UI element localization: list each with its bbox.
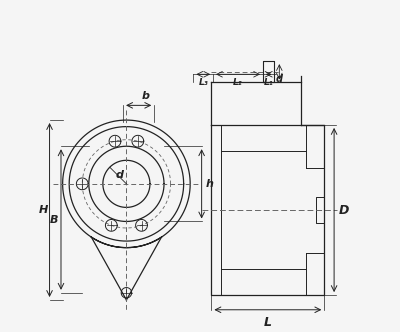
Text: B: B [50, 214, 59, 224]
Text: H: H [38, 205, 48, 215]
Text: L₃: L₃ [198, 78, 208, 87]
Text: d: d [276, 74, 283, 84]
Text: L₁: L₁ [264, 78, 274, 87]
Text: L₂: L₂ [233, 78, 243, 87]
Text: d: d [115, 170, 123, 180]
Text: h: h [206, 179, 214, 189]
Text: b: b [141, 91, 149, 102]
Text: D: D [339, 204, 349, 216]
Text: L: L [264, 316, 272, 329]
